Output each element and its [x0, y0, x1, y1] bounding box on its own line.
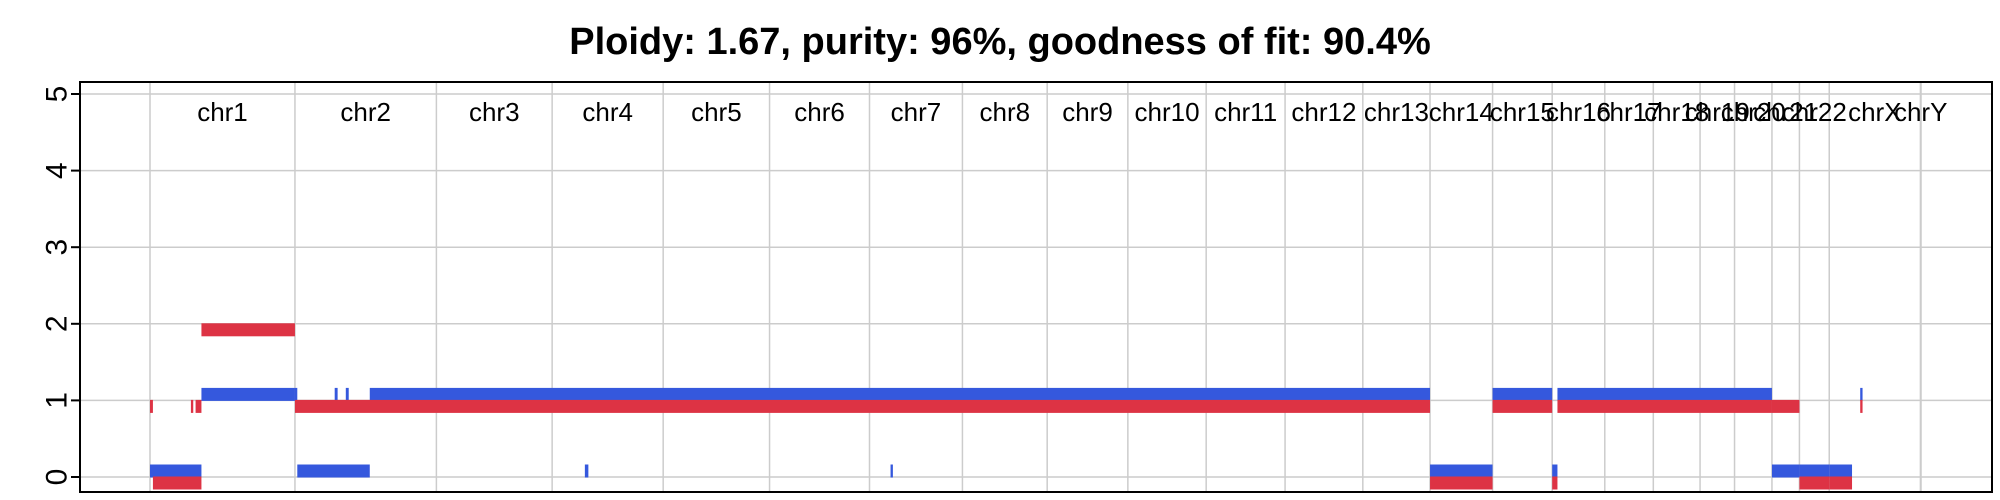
major-copy-number-segment: [1557, 387, 1772, 401]
major-copy-number-segment: [584, 464, 589, 478]
chromosome-label-chr1: chr1: [197, 97, 248, 127]
major-copy-number-segment: [1829, 464, 1853, 478]
chromosome-label-chr19: chr19: [1685, 97, 1750, 127]
major-copy-number-segment: [1860, 387, 1863, 401]
ytick-label: 5: [41, 86, 74, 103]
ytick-label: 4: [41, 162, 74, 179]
major-copy-number-segment: [294, 387, 298, 401]
chromosome-label-chr16: chr16: [1546, 97, 1611, 127]
chromosome-label-chr10: chr10: [1134, 97, 1199, 127]
chromosome-label-chrX: chrX: [1848, 97, 1901, 127]
plot-frame: [79, 81, 1993, 493]
major-copy-number-segment: [1492, 387, 1553, 401]
ytick-label: 0: [41, 469, 74, 486]
major-copy-number-segment: [345, 387, 349, 401]
major-copy-number-segment: [1552, 464, 1558, 478]
major-copy-number-segment: [1799, 464, 1830, 478]
chromosome-label-chr6: chr6: [794, 97, 845, 127]
major-copy-number-segment: [369, 387, 1431, 401]
ytick-label: 2: [41, 315, 74, 332]
chromosome-label-chr22: chr22: [1782, 97, 1847, 127]
y-axis: 0 1 2 3 4 5: [41, 86, 80, 486]
chromosome-label-chr2: chr2: [340, 97, 391, 127]
chart-title: Ploidy: 1.67, purity: 96%, goodness of f…: [569, 21, 1431, 63]
major-copy-number-segment: [297, 464, 370, 478]
grid-layer: [80, 82, 1992, 492]
major-copy-number-segment: [334, 387, 338, 401]
minor-copy-number-segment: [1771, 399, 1800, 413]
minor-copy-number-segment: [150, 399, 153, 413]
chromosome-label-chr11: chr11: [1214, 97, 1277, 127]
minor-copy-number-segment: [1860, 399, 1863, 413]
chromosome-label-chr5: chr5: [691, 97, 742, 127]
chromosome-label-chr13: chr13: [1364, 97, 1429, 127]
chromosome-label-chr4: chr4: [582, 97, 633, 127]
minor-copy-number-segment: [152, 476, 202, 490]
minor-copy-number-segment: [1799, 476, 1830, 490]
minor-copy-number-segment: [1552, 476, 1558, 490]
chromosome-label-chrY: chrY: [1894, 97, 1947, 127]
minor-copy-number-segment: [1829, 476, 1853, 490]
chromosome-label-chr7: chr7: [891, 97, 942, 127]
minor-copy-number-segment: [190, 399, 194, 413]
chromosome-label-chr9: chr9: [1062, 97, 1113, 127]
major-copy-number-segment: [201, 387, 295, 401]
minor-copy-number-segment: [201, 323, 295, 337]
chromosome-label-chr8: chr8: [980, 97, 1031, 127]
minor-copy-number-segment: [1557, 399, 1772, 413]
minor-copy-number-segment: [294, 399, 1431, 413]
major-copy-number-segment: [890, 464, 893, 478]
minor-copy-number-segment: [1430, 476, 1493, 490]
copy-number-segments: [150, 323, 1863, 490]
ytick-label: 3: [41, 239, 74, 256]
chromosome-label-chr17: chr17: [1597, 97, 1662, 127]
minor-copy-number-segment: [195, 399, 202, 413]
chromosome-label-chr14: chr14: [1429, 97, 1494, 127]
major-copy-number-segment: [150, 464, 202, 478]
chromosome-label-chr15: chr15: [1490, 97, 1555, 127]
major-copy-number-segment: [1430, 464, 1493, 478]
chromosome-label-chr21: chr21: [1753, 97, 1818, 127]
chromosome-labels: chr1 chr2 chr3 chr4 chr5 chr6 chr7 chr8 chr9 chr1…: [197, 97, 1947, 127]
chromosome-label-chr18: chr18: [1644, 97, 1709, 127]
chromosome-label-chr12: chr12: [1291, 97, 1356, 127]
major-copy-number-segment: [1771, 464, 1800, 478]
chromosome-label-chr3: chr3: [469, 97, 520, 127]
chromosome-label-chr20: chr20: [1721, 97, 1786, 127]
ytick-label: 1: [41, 392, 74, 409]
minor-copy-number-segment: [1492, 399, 1553, 413]
